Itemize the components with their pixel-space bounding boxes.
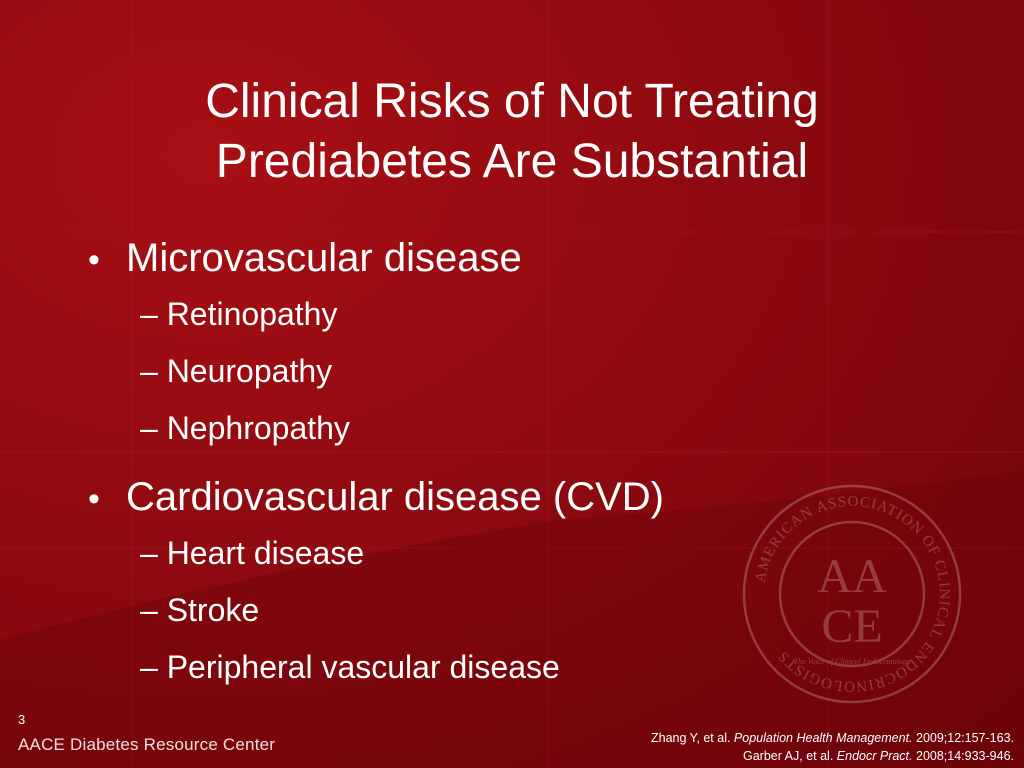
bullet-label: Cardiovascular disease (CVD) [126,475,664,519]
title-line-2: Prediabetes Are Substantial [215,135,809,188]
sub-bullet-item: – Retinopathy [140,296,338,332]
aace-seal-icon: AMERICAN ASSOCIATION OF CLINICAL ENDOCRI… [742,484,962,704]
reference-authors: Garber AJ, et al. [742,749,837,763]
sub-bullet-item: – Peripheral vascular disease [140,649,560,685]
bullet-item: • Microvascular disease [88,232,664,286]
sub-bullet-item: – Nephropathy [140,410,350,446]
bullet-list: • Microvascular disease – Retinopathy – … [88,232,664,696]
reference-authors: Zhang Y, et al. [650,731,734,745]
reference-line: Zhang Y, et al. Population Health Manage… [651,729,1014,747]
reference-citation: 2009;12:157-163. [912,731,1014,745]
reference-line: Garber AJ, et al. Endocr Pract. 2008;14:… [651,747,1014,765]
sub-bullet-item: – Heart disease [140,535,365,571]
reference-journal: Endocr Pract. [836,749,913,763]
spacer [88,457,664,471]
references: Zhang Y, et al. Population Health Manage… [651,729,1014,765]
sub-bullet-item: – Neuropathy [140,353,333,389]
sub-bullet-item: – Stroke [140,592,260,628]
svg-text:AA: AA [817,550,887,603]
reference-journal: Population Health Management. [733,731,913,745]
footer-brand: AACE Diabetes Resource Center [18,735,276,754]
title-line-1: Clinical Risks of Not Treating [205,75,819,128]
reference-citation: 2008;14:933-946. [912,749,1014,763]
bullet-label: Microvascular disease [126,236,522,280]
slide-number: 3 [18,712,26,727]
bullet-item: • Cardiovascular disease (CVD) [88,471,664,525]
bullet-dot-icon: • [88,480,100,518]
bullet-dot-icon: • [88,241,100,279]
svg-text:The Voice of Clinical Endocrin: The Voice of Clinical Endocrinology [794,657,911,666]
slide-title: Clinical Risks of Not Treating Prediabet… [0,72,1024,192]
svg-text:CE: CE [821,600,882,653]
